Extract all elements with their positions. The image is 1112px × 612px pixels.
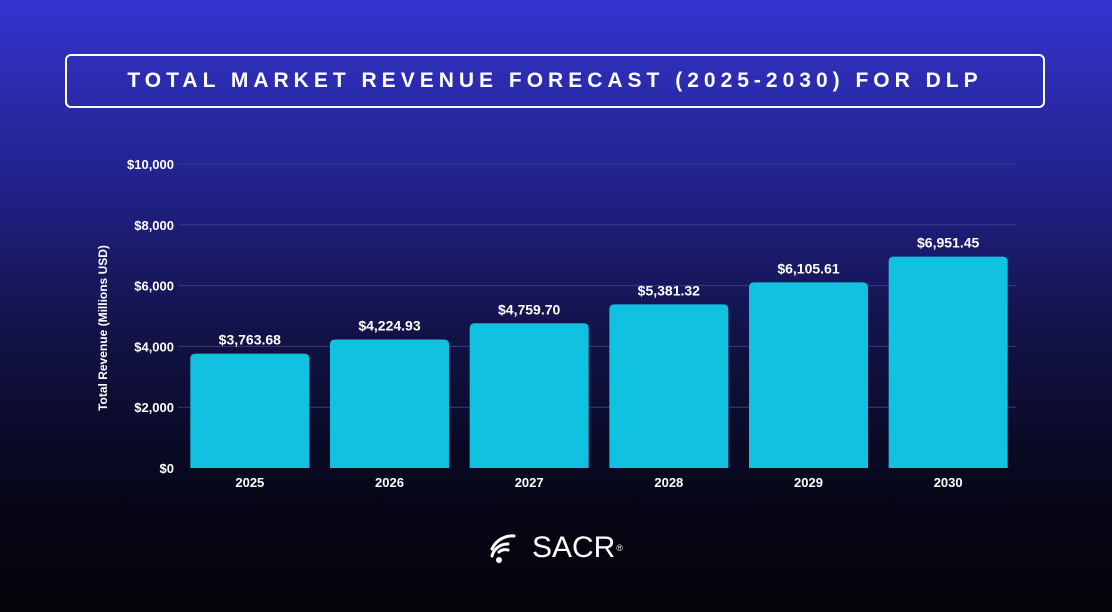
- y-tick-label: $2,000: [134, 400, 174, 415]
- x-tick-label: 2028: [654, 475, 683, 490]
- chart-title: TOTAL MARKET REVENUE FORECAST (2025-2030…: [127, 69, 983, 92]
- data-label: $4,224.93: [358, 318, 420, 334]
- x-tick-label: 2029: [794, 475, 823, 490]
- logo-registered-mark: ®: [616, 543, 623, 553]
- bar: [330, 339, 449, 468]
- x-tick-label: 2025: [235, 475, 264, 490]
- bar: [469, 323, 589, 468]
- data-label: $3,763.68: [219, 332, 281, 348]
- y-tick-label: $0: [160, 461, 174, 476]
- x-tick-label: 2026: [375, 475, 404, 490]
- y-axis-label: Total Revenue (Millions USD): [96, 245, 110, 411]
- bar: [609, 304, 729, 468]
- y-tick-label: $4,000: [134, 339, 174, 354]
- x-tick-label: 2030: [934, 475, 963, 490]
- data-label: $6,951.45: [917, 235, 979, 251]
- data-label: $5,381.32: [638, 282, 700, 298]
- logo-text: SACR: [532, 531, 616, 564]
- data-label: $6,105.61: [777, 260, 839, 276]
- bar: [888, 256, 1008, 468]
- chart-title-box: TOTAL MARKET REVENUE FORECAST (2025-2030…: [65, 54, 1045, 108]
- bar: [190, 353, 310, 468]
- y-tick-label: $6,000: [134, 279, 174, 294]
- data-label: $4,759.70: [498, 301, 560, 317]
- sacr-logo: SACR ®: [488, 526, 638, 570]
- x-tick-label: 2027: [515, 475, 544, 490]
- wifi-signal-icon: [490, 534, 516, 563]
- y-tick-label: $10,000: [127, 157, 174, 172]
- bar: [749, 282, 868, 468]
- y-tick-label: $8,000: [134, 218, 174, 233]
